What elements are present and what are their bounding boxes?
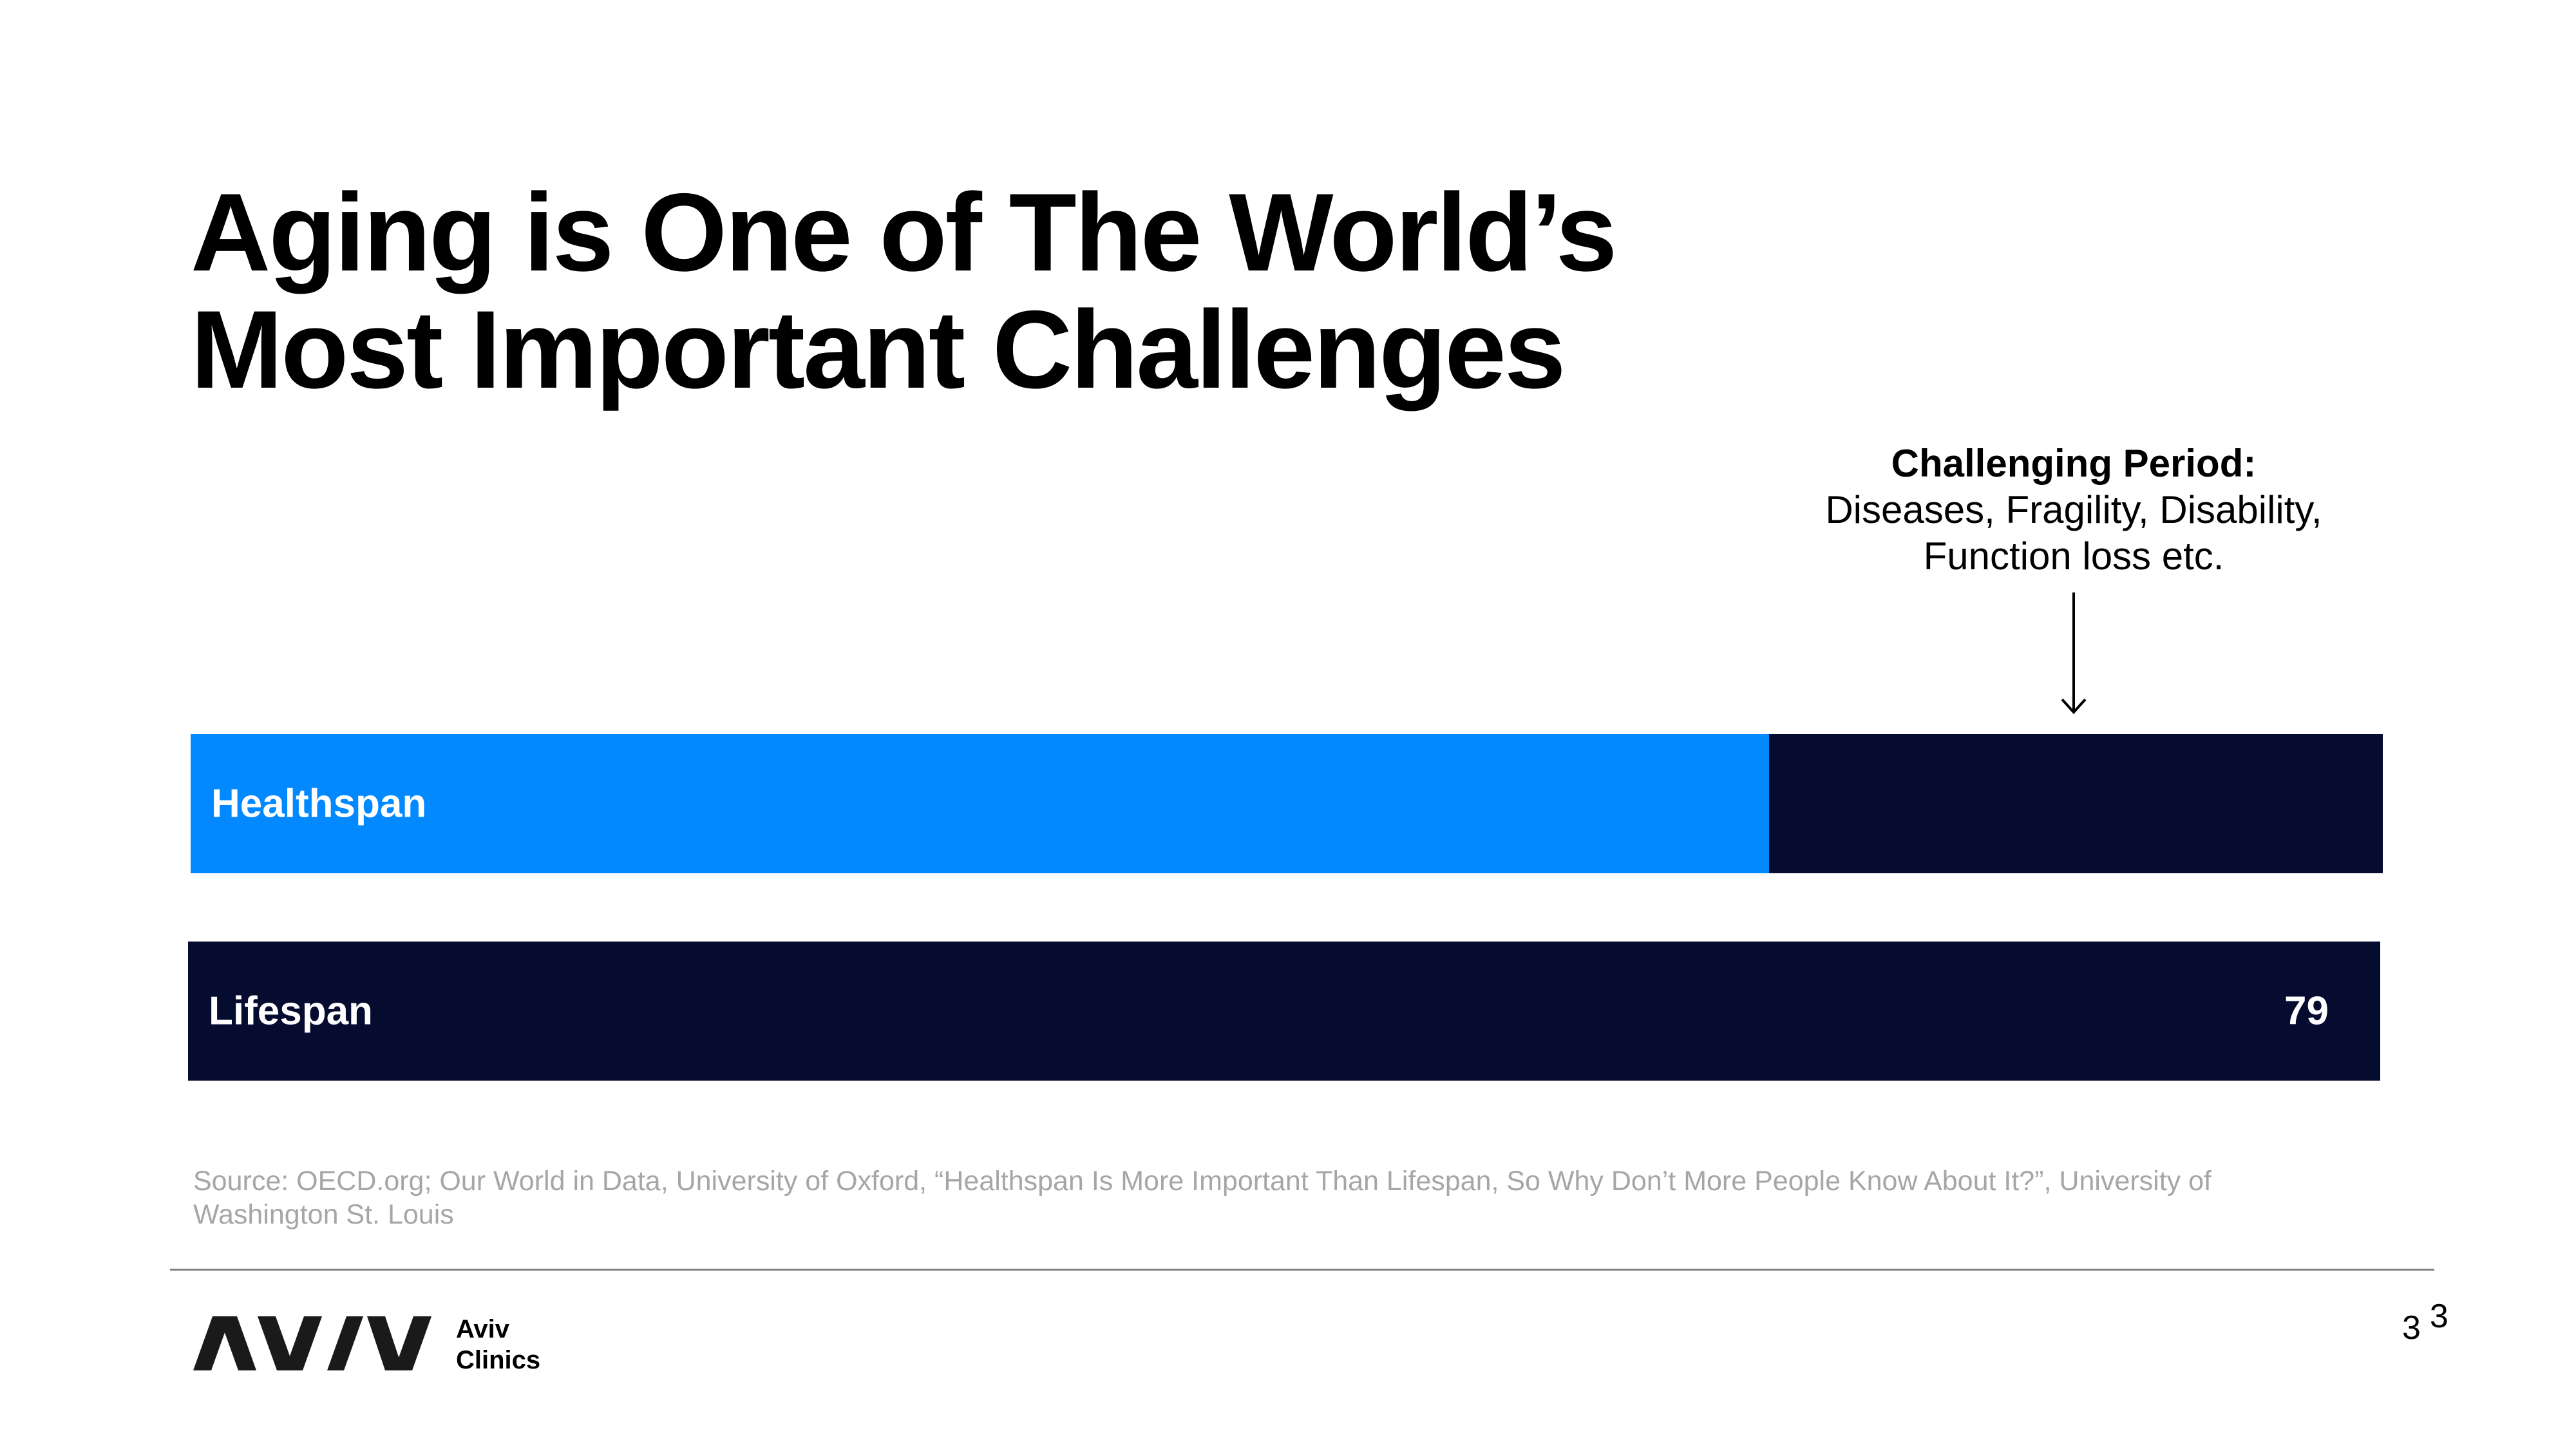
healthspan-bar-fill	[191, 734, 1769, 873]
annotation-line: Function loss etc.	[1923, 535, 2224, 578]
logo-text-line: Clinics	[456, 1346, 541, 1374]
page-number-primary: 3	[2402, 1309, 2421, 1347]
healthspan-bar: Healthspan	[191, 734, 2383, 873]
slide-title-line: Most Important Challenges	[191, 288, 1566, 412]
annotation-heading: Challenging Period:	[1891, 442, 2257, 485]
lifespan-value-label: 79	[2284, 989, 2329, 1034]
arrow-down-icon	[2061, 592, 2087, 714]
slide-title: Aging is One of The World’s Most Importa…	[191, 174, 2058, 408]
lifespan-label: Lifespan	[209, 989, 373, 1034]
healthspan-label: Healthspan	[211, 781, 427, 826]
lifespan-bar: Lifespan 79	[188, 942, 2380, 1081]
slide-title-line: Aging is One of The World’s	[191, 171, 1617, 294]
page-number-secondary: 3	[2429, 1298, 2448, 1335]
logo-wordmark: Aviv Clinics	[456, 1314, 540, 1376]
logo-text-line: Aviv	[456, 1315, 510, 1343]
aviv-logo-icon	[193, 1316, 431, 1370]
source-citation: Source: OECD.org; Our World in Data, Uni…	[193, 1166, 2211, 1230]
footer-divider	[170, 1269, 2434, 1271]
annotation-line: Diseases, Fragility, Disability,	[1825, 488, 2322, 531]
challenging-period-annotation: Challenging Period: Diseases, Fragility,…	[1700, 440, 2447, 580]
